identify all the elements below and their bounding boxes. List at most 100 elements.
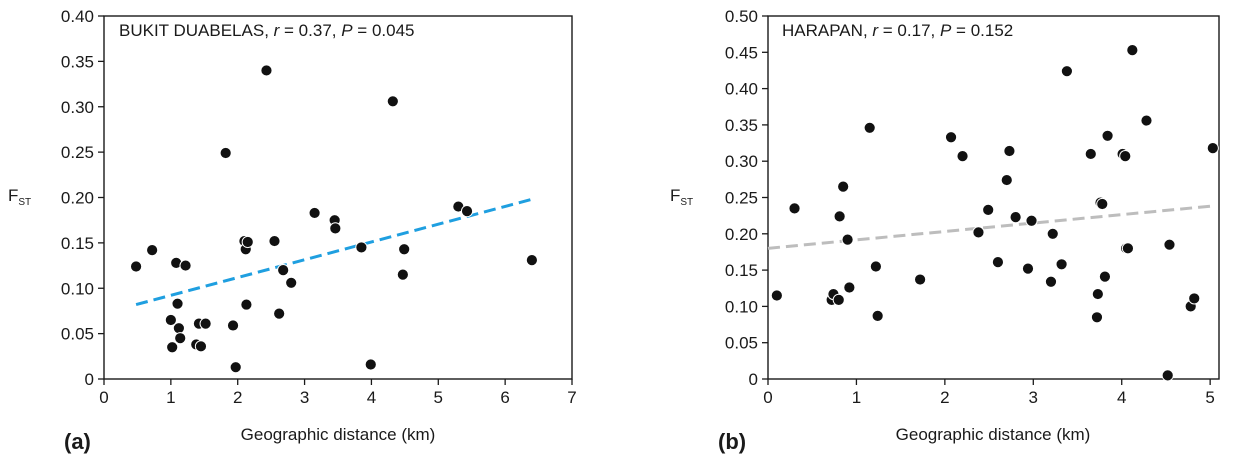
y-tick-label: 0.05 [61,325,94,344]
x-tick-label: 1 [166,388,175,407]
data-point [832,293,845,306]
data-point [229,361,242,374]
y-tick-label: 0.50 [725,7,758,26]
x-tick-label: 0 [763,388,772,407]
data-point [260,64,273,77]
data-point [833,210,846,223]
data-point [1003,144,1016,158]
data-point [273,307,286,320]
data-point [164,313,177,327]
data-point [972,226,985,239]
data-points-b [770,44,1219,382]
data-point [788,202,801,215]
x-tick-label: 2 [233,388,242,407]
y-tick-label: 0.45 [725,43,758,62]
data-point [1140,114,1153,127]
data-point [525,254,538,267]
x-tick-label: 3 [1029,388,1038,407]
y-tick-label: 0.15 [725,261,758,280]
data-point [956,150,969,163]
data-point [871,309,884,322]
stats-annotation-b: HARAPAN, r = 0.17, P = 0.152 [782,21,1013,40]
data-point [1119,150,1132,163]
x-tick-label: 2 [940,388,949,407]
data-point [991,256,1005,269]
data-point [1098,270,1112,283]
data-point [1055,258,1068,271]
data-point [1121,242,1135,255]
panel-label-b: (b) [718,429,746,454]
y-tick-label: 0.30 [61,98,94,117]
y-tick-label: 0.05 [725,334,758,353]
y-tick-label: 0.10 [725,297,758,316]
data-point [1021,262,1035,275]
data-point [329,222,342,235]
data-point [1091,287,1104,301]
data-point [166,341,179,354]
data-point [146,244,159,257]
trend-line-b [767,204,1211,250]
x-tick-label: 3 [300,388,309,407]
data-point [1000,173,1013,187]
data-point [398,243,411,256]
data-point [837,180,850,193]
data-point [396,268,409,281]
x-tick-label: 5 [1205,388,1214,407]
y-tick-label: 0.40 [725,80,758,99]
data-point [1161,369,1174,382]
y-tick-label: 0.25 [61,143,94,162]
x-tick-label: 1 [852,388,861,407]
data-point [386,95,399,108]
plot-frame-a [103,15,573,380]
data-point [1060,65,1073,78]
data-points-a [129,64,538,374]
data-point [1101,129,1114,142]
y-tick-label: 0.35 [61,52,94,71]
data-point [240,298,253,311]
x-axis-ticks-b: 0 1 2 3 4 5 [763,379,1215,407]
x-tick-label: 4 [367,388,376,407]
y-tick-label: 0.20 [725,225,758,244]
data-point [277,264,290,277]
y-tick-label: 0.25 [725,189,758,208]
plot-frame-b [767,15,1220,380]
data-point [172,322,185,335]
data-point [1206,142,1219,155]
data-point [863,121,876,134]
data-point [944,131,958,144]
y-tick-label: 0.20 [61,189,94,208]
data-point [1044,275,1058,288]
data-point [219,146,232,160]
data-point [914,273,927,286]
y-axis-ticks-a: 0 0.05 0.10 0.15 0.20 0.25 0.30 0.35 0.40 [61,7,104,389]
data-point [241,235,254,249]
data-point [1126,44,1139,57]
y-axis-ticks-b: 0 0.05 0.10 0.15 0.20 0.25 0.30 0.35 0.40 0.45 0.5… [725,7,768,389]
x-axis-label-b: Geographic distance (km) [896,425,1091,444]
data-point [1188,292,1201,305]
trend-line-segment [135,197,533,307]
data-point [1046,227,1059,240]
data-point [843,281,856,294]
scatter-chart-a: 0 1 2 3 4 5 6 7 0 0.05 0.10 0.15 0.20 0.25 0.30 0.35 0.… [8,7,577,454]
x-axis-ticks-a: 0 1 2 3 4 5 6 7 [99,379,577,407]
data-point [355,241,368,254]
x-tick-label: 5 [434,388,443,407]
data-point [171,297,184,310]
data-point [1090,311,1104,324]
stats-annotation-a: BUKIT DUABELAS, r = 0.37, P = 0.045 [119,21,415,40]
data-point [1009,211,1022,224]
panel-label-a: (a) [64,429,91,454]
y-tick-label: 0 [85,370,94,389]
x-tick-label: 4 [1117,388,1126,407]
data-point [268,234,281,248]
y-tick-label: 0.35 [725,116,758,135]
data-point [869,260,882,273]
data-point [179,259,192,272]
trend-line-a [135,197,533,307]
y-tick-label: 0.10 [61,279,94,298]
x-tick-label: 6 [500,388,509,407]
data-point [841,233,854,246]
y-tick-label: 0.15 [61,234,94,253]
